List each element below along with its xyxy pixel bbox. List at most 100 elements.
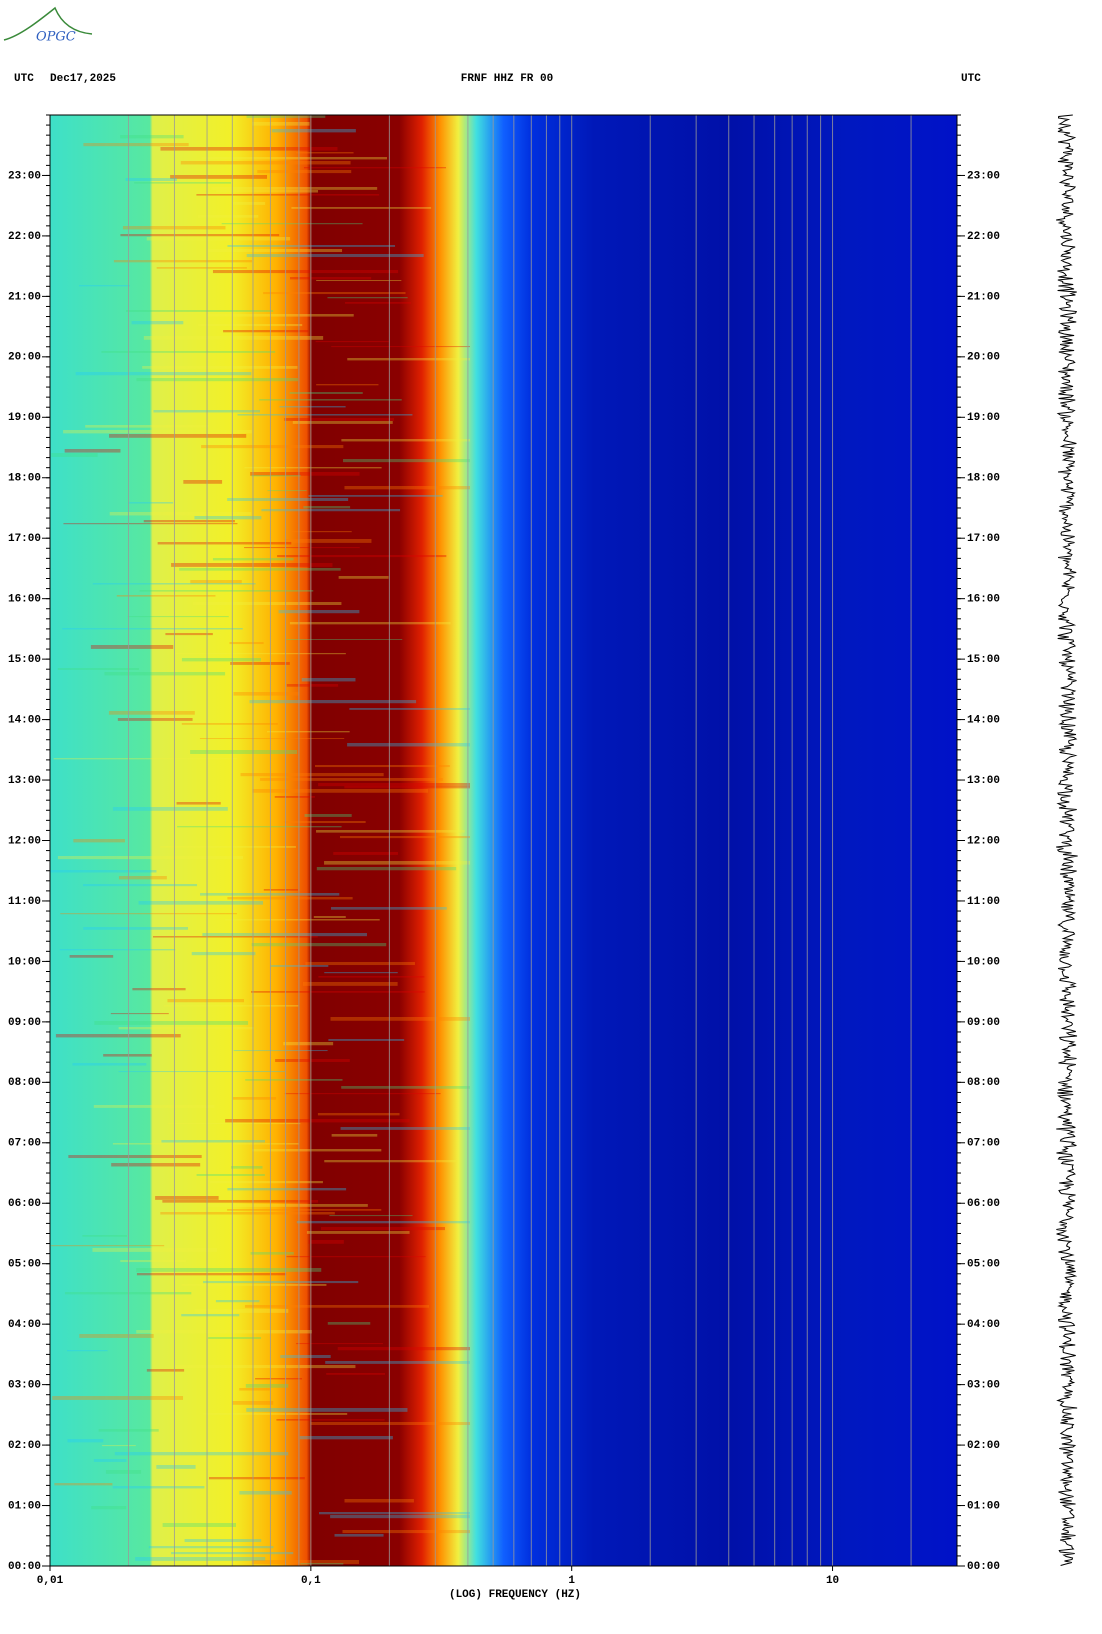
texture-stripe <box>109 512 252 516</box>
texture-stripe <box>196 1174 265 1176</box>
texture-stripe <box>161 1140 266 1143</box>
texture-stripe <box>203 1413 348 1415</box>
texture-stripe <box>227 897 353 900</box>
texture-stripe <box>290 277 372 280</box>
texture-stripe <box>284 821 366 824</box>
texture-stripe <box>63 523 238 525</box>
y-tick-label-right: 12:00 <box>967 835 1000 847</box>
y-tick-label-right: 23:00 <box>967 170 1000 182</box>
y-tick-label-right: 17:00 <box>967 533 1000 545</box>
x-tick-label: 0,1 <box>301 1575 321 1587</box>
texture-stripe <box>132 988 186 991</box>
texture-stripe <box>329 1215 413 1217</box>
texture-stripe <box>194 1309 289 1313</box>
logo: OPGC <box>3 6 93 45</box>
texture-stripe <box>263 292 406 295</box>
texture-stripe <box>263 889 298 891</box>
texture-stripe <box>327 297 408 299</box>
texture-stripe <box>162 1200 319 1203</box>
y-tick-label-right: 11:00 <box>967 896 1000 908</box>
texture-stripe <box>54 1483 113 1486</box>
texture-stripe <box>230 662 290 665</box>
texture-stripe <box>126 310 274 312</box>
texture-stripe <box>68 1155 202 1159</box>
texture-stripe <box>157 542 292 545</box>
texture-stripe <box>284 539 372 543</box>
texture-stripe <box>113 260 253 263</box>
texture-stripe <box>308 1240 344 1244</box>
texture-stripe <box>227 498 349 501</box>
texture-stripe <box>131 321 184 325</box>
texture-stripe <box>260 778 443 781</box>
texture-stripe <box>128 502 174 504</box>
texture-stripe <box>118 1027 254 1030</box>
y-tick-label: 17:00 <box>8 533 41 545</box>
texture-stripe <box>136 1273 287 1276</box>
texture-stripe <box>104 672 226 676</box>
texture-stripe <box>325 1361 470 1364</box>
texture-stripe <box>261 509 401 512</box>
texture-stripe <box>296 1343 383 1345</box>
texture-stripe <box>244 1305 430 1308</box>
texture-stripe <box>304 814 352 817</box>
y-tick-label: 13:00 <box>8 775 41 787</box>
texture-stripe <box>116 595 216 597</box>
texture-stripe <box>344 786 470 789</box>
texture-stripe <box>274 796 315 798</box>
texture-stripe <box>191 952 256 956</box>
texture-stripe <box>215 1300 260 1303</box>
y-tick-label: 20:00 <box>8 352 41 364</box>
date: Dec17,2025 <box>50 73 116 85</box>
texture-stripe <box>146 1369 185 1372</box>
texture-stripe <box>333 852 398 855</box>
texture-stripe <box>284 1093 441 1095</box>
texture-stripe <box>199 738 345 740</box>
texture-stripe <box>344 1499 414 1503</box>
texture-stripe <box>237 414 413 416</box>
y-tick-label: 07:00 <box>8 1138 41 1150</box>
texture-stripe <box>338 576 389 579</box>
texture-stripe <box>114 1452 289 1456</box>
texture-stripe <box>109 434 247 438</box>
texture-stripe <box>277 555 447 558</box>
texture-stripe <box>267 731 350 733</box>
texture-stripe <box>163 1005 299 1007</box>
texture-stripe <box>318 976 425 978</box>
texture-stripe <box>286 1256 426 1258</box>
texture-stripe <box>299 1436 393 1440</box>
texture-stripe <box>267 490 307 492</box>
texture-stripe <box>278 610 360 614</box>
texture-stripe <box>292 421 393 424</box>
texture-stripe <box>201 445 344 449</box>
texture-stripe <box>85 425 210 428</box>
texture-stripe <box>135 1557 266 1561</box>
texture-stripe <box>203 1281 359 1284</box>
texture-stripe <box>231 1166 263 1169</box>
texture-stripe <box>72 1063 147 1066</box>
texture-stripe <box>156 267 247 269</box>
texture-stripe <box>176 802 221 805</box>
texture-stripe <box>200 893 340 896</box>
texture-stripe <box>240 773 384 777</box>
texture-stripe <box>331 346 470 348</box>
texture-stripe <box>136 378 299 382</box>
texture-stripe <box>120 1260 187 1263</box>
texture-stripe <box>252 1149 382 1152</box>
texture-stripe <box>245 1384 289 1388</box>
texture-stripe <box>63 430 252 434</box>
y-tick-label: 09:00 <box>8 1017 41 1029</box>
texture-stripe <box>310 1422 470 1426</box>
texture-stripe <box>90 645 174 649</box>
texture-stripe <box>120 135 184 139</box>
texture-stripe <box>146 237 291 241</box>
texture-stripe <box>112 807 228 811</box>
texture-stripe <box>118 1071 285 1073</box>
texture-stripe <box>308 495 443 497</box>
texture-stripe <box>73 839 125 843</box>
texture-stripe <box>175 653 346 655</box>
chart-title: FRNF HHZ FR 00 <box>461 73 553 85</box>
texture-stripe <box>112 1486 205 1489</box>
texture-stripe <box>330 1017 470 1021</box>
texture-stripe <box>334 1534 384 1537</box>
